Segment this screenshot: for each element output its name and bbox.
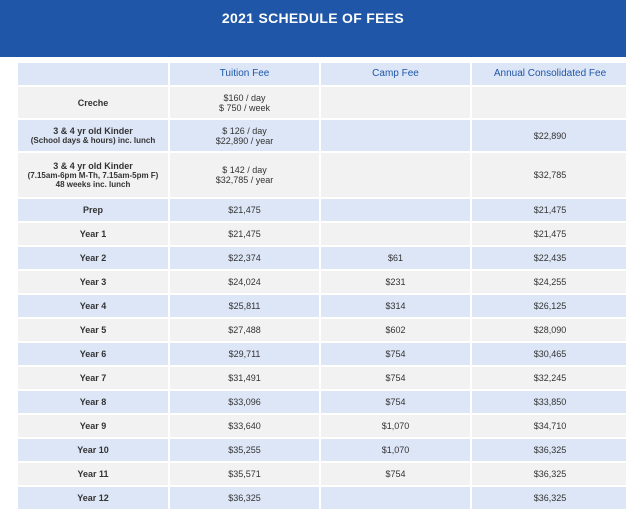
row-label: Prep <box>18 199 168 221</box>
tuition-cell: $ 126 / day $22,890 / year <box>170 120 319 151</box>
tuition-cell: $35,255 <box>170 439 319 461</box>
table-row: Year 1 $21,475 $21,475 <box>18 223 626 245</box>
camp-cell: $1,070 <box>321 415 470 437</box>
annual-cell <box>472 87 626 118</box>
row-label: Year 10 <box>18 439 168 461</box>
tuition-cell: $160 / day $ 750 / week <box>170 87 319 118</box>
row-label: Year 2 <box>18 247 168 269</box>
row-label: Creche <box>18 87 168 118</box>
table-row: Prep $21,475 $21,475 <box>18 199 626 221</box>
row-label: Year 5 <box>18 319 168 341</box>
row-label: Year 6 <box>18 343 168 365</box>
camp-cell: $314 <box>321 295 470 317</box>
table-row: Year 12 $36,325 $36,325 <box>18 487 626 509</box>
camp-cell: $61 <box>321 247 470 269</box>
tuition-cell: $31,491 <box>170 367 319 389</box>
annual-cell: $28,090 <box>472 319 626 341</box>
row-label: Year 1 <box>18 223 168 245</box>
tuition-cell: $36,325 <box>170 487 319 509</box>
fees-table: Tuition Fee Camp Fee Annual Consolidated… <box>16 61 626 511</box>
annual-cell: $36,325 <box>472 463 626 485</box>
row-label: Year 3 <box>18 271 168 293</box>
annual-cell: $32,245 <box>472 367 626 389</box>
annual-cell: $32,785 <box>472 153 626 197</box>
camp-cell: $754 <box>321 463 470 485</box>
header-tuition-fee: Tuition Fee <box>170 63 319 85</box>
header-blank <box>18 63 168 85</box>
annual-cell: $24,255 <box>472 271 626 293</box>
annual-cell: $26,125 <box>472 295 626 317</box>
table-row: Year 6 $29,711 $754 $30,465 <box>18 343 626 365</box>
table-row: Year 11 $35,571 $754 $36,325 <box>18 463 626 485</box>
annual-cell: $22,435 <box>472 247 626 269</box>
annual-cell: $21,475 <box>472 223 626 245</box>
annual-cell: $22,890 <box>472 120 626 151</box>
camp-cell: $602 <box>321 319 470 341</box>
tuition-cell: $24,024 <box>170 271 319 293</box>
annual-cell: $21,475 <box>472 199 626 221</box>
camp-cell: $231 <box>321 271 470 293</box>
row-label: Year 8 <box>18 391 168 413</box>
annual-cell: $30,465 <box>472 343 626 365</box>
tuition-cell: $33,096 <box>170 391 319 413</box>
tuition-cell: $ 142 / day $32,785 / year <box>170 153 319 197</box>
table-row: Year 10 $35,255 $1,070 $36,325 <box>18 439 626 461</box>
table-row: 3 & 4 yr old Kinder (School days & hours)… <box>18 120 626 151</box>
row-label: Year 4 <box>18 295 168 317</box>
camp-cell <box>321 223 470 245</box>
table-row: Year 9 $33,640 $1,070 $34,710 <box>18 415 626 437</box>
row-label: Year 9 <box>18 415 168 437</box>
header-camp-fee: Camp Fee <box>321 63 470 85</box>
header-row: Tuition Fee Camp Fee Annual Consolidated… <box>18 63 626 85</box>
table-row: Creche $160 / day $ 750 / week <box>18 87 626 118</box>
tuition-cell: $35,571 <box>170 463 319 485</box>
tuition-cell: $27,488 <box>170 319 319 341</box>
header-annual-fee: Annual Consolidated Fee <box>472 63 626 85</box>
camp-cell: $754 <box>321 367 470 389</box>
tuition-cell: $21,475 <box>170 199 319 221</box>
table-row: Year 7 $31,491 $754 $32,245 <box>18 367 626 389</box>
annual-cell: $33,850 <box>472 391 626 413</box>
row-label: 3 & 4 yr old Kinder (School days & hours)… <box>18 120 168 151</box>
annual-cell: $36,325 <box>472 439 626 461</box>
row-label: Year 7 <box>18 367 168 389</box>
table-row: Year 2 $22,374 $61 $22,435 <box>18 247 626 269</box>
page-title: 2021 SCHEDULE OF FEES <box>221 10 405 26</box>
camp-cell <box>321 87 470 118</box>
annual-cell: $36,325 <box>472 487 626 509</box>
camp-cell: $754 <box>321 391 470 413</box>
row-label: 3 & 4 yr old Kinder (7.15am-6pm M-Th, 7.1… <box>18 153 168 197</box>
tuition-cell: $21,475 <box>170 223 319 245</box>
table-row: 3 & 4 yr old Kinder (7.15am-6pm M-Th, 7.1… <box>18 153 626 197</box>
table-row: Year 4 $25,811 $314 $26,125 <box>18 295 626 317</box>
tuition-cell: $22,374 <box>170 247 319 269</box>
camp-cell: $1,070 <box>321 439 470 461</box>
table-row: Year 3 $24,024 $231 $24,255 <box>18 271 626 293</box>
camp-cell <box>321 153 470 197</box>
tuition-cell: $29,711 <box>170 343 319 365</box>
table-row: Year 5 $27,488 $602 $28,090 <box>18 319 626 341</box>
camp-cell <box>321 120 470 151</box>
row-label: Year 11 <box>18 463 168 485</box>
camp-cell: $754 <box>321 343 470 365</box>
tuition-cell: $33,640 <box>170 415 319 437</box>
tuition-cell: $25,811 <box>170 295 319 317</box>
table-row: Year 8 $33,096 $754 $33,850 <box>18 391 626 413</box>
camp-cell <box>321 487 470 509</box>
annual-cell: $34,710 <box>472 415 626 437</box>
title-banner: 2021 SCHEDULE OF FEES <box>0 0 626 57</box>
camp-cell <box>321 199 470 221</box>
row-label: Year 12 <box>18 487 168 509</box>
